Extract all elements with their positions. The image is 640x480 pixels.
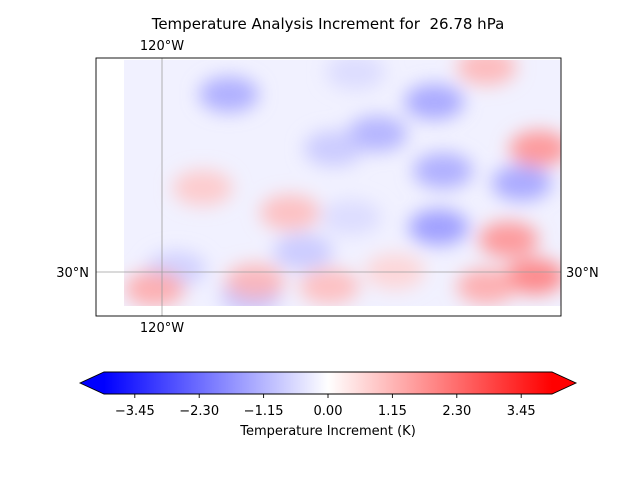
field-blob xyxy=(260,194,321,231)
colorbar-tick-label: −1.15 xyxy=(244,404,284,419)
lon-label-top: 120°W xyxy=(140,39,184,54)
field-blob xyxy=(172,169,233,206)
field-blob xyxy=(491,165,552,201)
field-blob xyxy=(456,268,517,305)
colorbar: −3.45 −2.30 −1.15 0.00 1.15 2.30 3.45 Temperat… xyxy=(78,371,578,439)
field-blob xyxy=(198,76,259,113)
map-panel: 120°W 120°W 30°N 30°N xyxy=(56,39,599,336)
field-blob xyxy=(299,268,360,305)
colorbar-label: Temperature Increment (K) xyxy=(239,424,416,439)
field-blob xyxy=(225,263,286,300)
colorbar-tick-label: 0.00 xyxy=(314,404,343,419)
lat-label-right: 30°N xyxy=(566,266,599,281)
field-blob xyxy=(408,209,469,246)
field-blob xyxy=(273,233,334,270)
field-blob xyxy=(456,60,517,86)
grid-labels: 120°W 120°W 30°N 30°N xyxy=(56,39,599,336)
field-blob xyxy=(509,130,561,167)
colorbar-extend-min xyxy=(80,372,104,394)
field-blob xyxy=(321,199,382,236)
gridlines xyxy=(96,58,561,316)
colorbar-outline xyxy=(78,371,578,395)
increment-field xyxy=(124,60,561,306)
field-blob xyxy=(413,152,474,189)
colorbar-tick-label: −2.30 xyxy=(179,404,219,419)
lon-label-bottom: 120°W xyxy=(140,321,184,336)
field-blob xyxy=(124,270,185,306)
colorbar-tick-label: 2.30 xyxy=(442,404,471,419)
field-blob xyxy=(404,83,465,120)
colorbar-tick-label: −3.45 xyxy=(115,404,155,419)
field-blob xyxy=(325,60,386,91)
field-blob xyxy=(478,221,539,258)
field-blob xyxy=(347,115,408,152)
colorbar-tick-label: 1.15 xyxy=(378,404,407,419)
map-frame xyxy=(95,57,562,317)
field-blob xyxy=(504,258,561,295)
colorbar-ticks: −3.45 −2.30 −1.15 0.00 1.15 2.30 3.45 xyxy=(115,394,536,419)
colorbar-gradient xyxy=(104,372,552,394)
colorbar-tick-label: 3.45 xyxy=(507,404,536,419)
lat-label-left: 30°N xyxy=(56,266,89,281)
colorbar-extend-max xyxy=(552,372,576,394)
field-blob xyxy=(303,130,364,167)
field-blob xyxy=(364,253,425,290)
chart-title: Temperature Analysis Increment for 26.78… xyxy=(151,15,505,33)
